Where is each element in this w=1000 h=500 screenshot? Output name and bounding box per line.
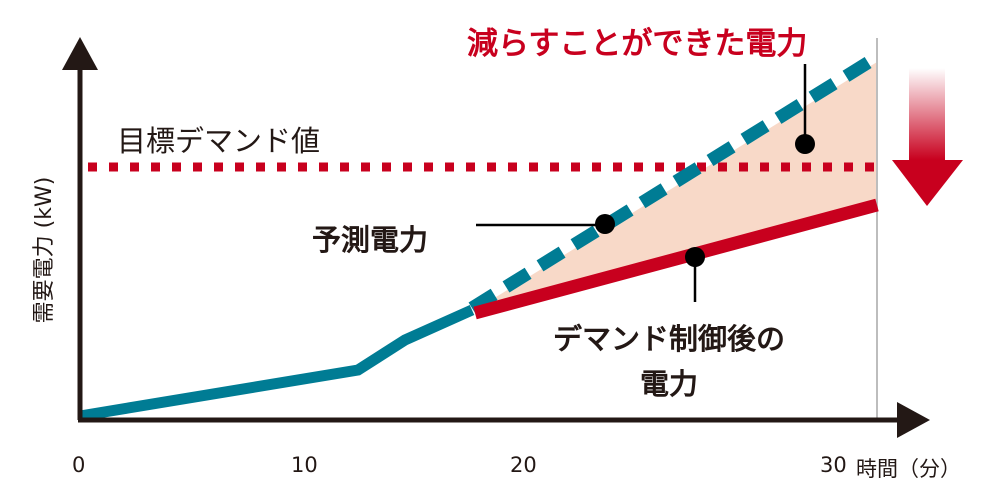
x-tick-20: 20 (510, 453, 537, 477)
reduced-power-area (475, 62, 877, 310)
controlled-power-label-1: デマンド制御後の (553, 322, 786, 356)
actual-power-line (79, 304, 475, 422)
controlled-power-label-2: 電力 (640, 367, 699, 401)
forecast-power-label: 予測電力 (312, 223, 429, 257)
callout-forecast-dot (595, 214, 615, 234)
x-tick-10: 10 (291, 453, 318, 477)
callout-reduced-dot (795, 134, 815, 154)
reduced-power-title: 減らすことができた電力 (467, 26, 808, 62)
y-axis-arrow-icon (62, 37, 98, 70)
callout-controlled-dot (685, 247, 705, 267)
controlled-power-line (473, 198, 879, 320)
target-demand-label: 目標デマンド値 (117, 124, 321, 158)
x-tick-30: 30 (820, 453, 847, 477)
reduction-arrow-icon (892, 68, 963, 206)
x-tick-0: 0 (72, 453, 86, 477)
y-axis-label: 需要電力 (kW) (32, 176, 57, 324)
x-axis-label: 時間（分） (856, 457, 961, 481)
x-axis-arrow-icon (897, 402, 930, 438)
